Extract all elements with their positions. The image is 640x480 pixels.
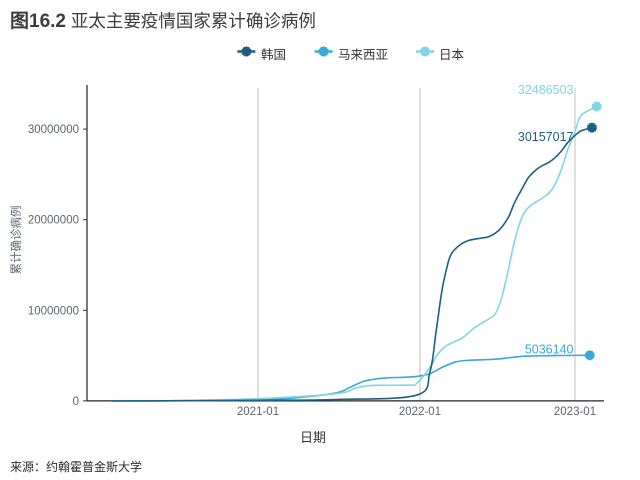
- svg-text:30000000: 30000000: [28, 124, 79, 136]
- svg-text:5036140: 5036140: [525, 342, 574, 356]
- svg-text:10000000: 10000000: [28, 305, 79, 317]
- svg-text:32486503: 32486503: [518, 83, 574, 97]
- svg-text:2021-01: 2021-01: [237, 406, 279, 418]
- svg-text:0: 0: [73, 396, 79, 408]
- svg-text:2023-01: 2023-01: [554, 406, 596, 418]
- svg-text:30157017: 30157017: [518, 130, 574, 144]
- svg-text:20000000: 20000000: [28, 215, 79, 227]
- svg-text:2022-01: 2022-01: [399, 406, 441, 418]
- svg-text:累计确诊病例: 累计确诊病例: [9, 206, 23, 275]
